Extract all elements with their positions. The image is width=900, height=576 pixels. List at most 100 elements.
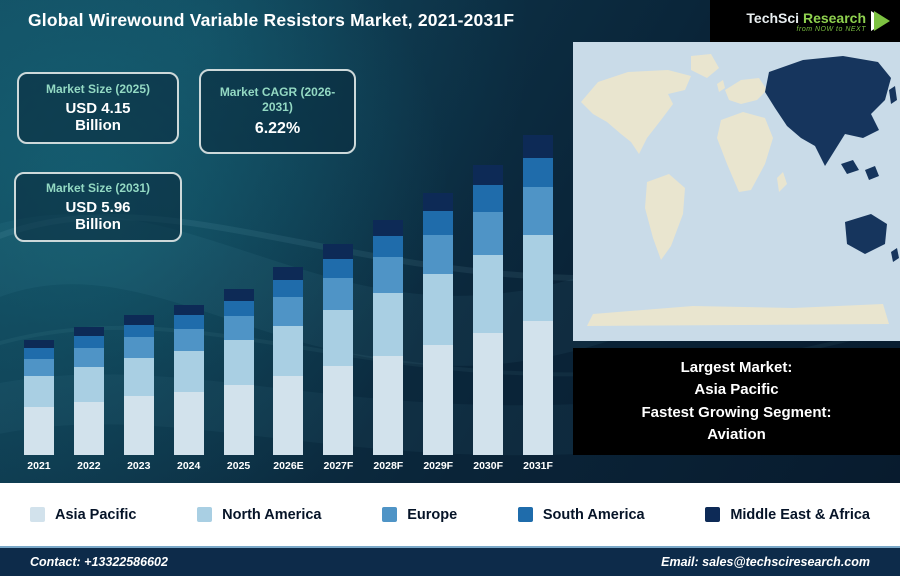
stat-box-market-size-2031: Market Size (2031) USD 5.96 Billion [14, 172, 182, 242]
info-line-largest-market-value: Asia Pacific [694, 381, 779, 398]
bar-segment-middle-east-africa [373, 219, 404, 236]
legend-swatch-icon [382, 507, 398, 522]
bar-segment-middle-east-africa [173, 304, 204, 316]
bar-segment-south-america [523, 157, 554, 187]
world-map-image [573, 42, 900, 341]
bar-segment-europe [323, 278, 354, 310]
bar-2029F [423, 193, 454, 455]
bar-segment-europe [423, 234, 454, 275]
legend-swatch-icon [197, 507, 213, 522]
bar-segment-asia-pacific [173, 391, 204, 455]
logo-text: TechSci Research from NOW to NEXT [746, 10, 866, 33]
bar-segment-asia-pacific [223, 385, 254, 455]
bar-segment-europe [73, 347, 104, 368]
x-axis-label: 2022 [77, 460, 101, 472]
bar-segment-north-america [423, 274, 454, 345]
chart-legend: Asia Pacific North America Europe South Ame… [0, 483, 900, 546]
bar-2031F [523, 135, 554, 455]
bar-segment-asia-pacific [273, 376, 304, 455]
x-axis-label: 2027F [323, 460, 354, 472]
stat-label: Market Size (2031) [45, 181, 151, 195]
x-axis-label: 2024 [176, 460, 201, 472]
x-axis-label: 2031F [523, 460, 553, 472]
bar-segment-north-america [123, 358, 154, 397]
logo-brand: TechSci Research [746, 10, 866, 26]
bar-segment-north-america [523, 234, 554, 321]
footer: Contact: +13322586602 Email: sales@techs… [0, 546, 900, 576]
legend-label: Europe [407, 506, 458, 523]
x-axis-label: 2029F [423, 460, 454, 472]
bar-segment-north-america [273, 325, 304, 377]
legend-item-asia-pacific: Asia Pacific [30, 507, 136, 523]
legend-item-north-america: North America [197, 507, 322, 523]
bar-segment-middle-east-africa [423, 193, 454, 212]
bar-segment-asia-pacific [473, 333, 504, 455]
logo-brand-secondary: Research [802, 9, 866, 26]
bar-segment-middle-east-africa [523, 135, 554, 158]
legend-swatch-icon [30, 507, 45, 522]
bar-segment-south-america [473, 185, 504, 212]
legend-item-south-america: South America [517, 507, 645, 523]
stat-unit: Billion [75, 117, 121, 134]
x-axis-label: 2023 [127, 460, 151, 472]
bar-segment-north-america [373, 292, 404, 356]
bar-segment-south-america [223, 300, 254, 316]
info-line-fastest-segment-value: Aviation [707, 426, 766, 443]
bar-segment-north-america [473, 255, 504, 334]
stat-box-market-cagr: Market CAGR (2026-2031) 6.22% [199, 69, 356, 154]
page-title: Global Wirewound Variable Resistors Mark… [28, 10, 515, 30]
bar-segment-south-america [23, 348, 54, 359]
bar-segment-europe [473, 211, 504, 256]
footer-email: Email: sales@techsciresearch.com [661, 555, 870, 569]
bar-segment-middle-east-africa [123, 314, 154, 325]
logo-brand-primary: TechSci [746, 9, 800, 26]
stacked-bar-chart [14, 120, 563, 455]
market-info-box: Largest Market: Asia Pacific Fastest Gro… [573, 348, 900, 455]
bar-segment-europe [373, 257, 404, 293]
stat-value: 6.22% [254, 120, 301, 137]
bar-segment-europe [273, 297, 304, 326]
info-line-fastest-segment-label: Fastest Growing Segment: [641, 403, 832, 421]
stat-value: USD 4.15 [65, 100, 131, 117]
info-line-largest-market-label: Largest Market: [680, 358, 793, 376]
bar-segment-south-america [373, 235, 404, 257]
main-panel: Global Wirewound Variable Resistors Mark… [0, 0, 900, 483]
bar-segment-middle-east-africa [323, 244, 354, 260]
bar-segment-europe [173, 328, 204, 352]
bar-segment-south-america [273, 280, 304, 298]
bar-segment-europe [23, 358, 54, 376]
bar-2021 [23, 340, 54, 455]
bar-segment-asia-pacific [73, 401, 104, 455]
bar-segment-europe [223, 315, 254, 341]
bar-segment-middle-east-africa [23, 340, 54, 349]
bar-segment-europe [123, 337, 154, 359]
bar-2022 [73, 327, 104, 455]
bar-segment-middle-east-africa [273, 267, 304, 281]
techsci-logo: TechSci Research from NOW to NEXT [710, 0, 900, 42]
chart-x-axis-labels: 2021 2022 2023 2024 2025 2026E 2027F 2028F 2029F… [14, 460, 563, 472]
bar-segment-north-america [223, 340, 254, 386]
x-axis-label: 2021 [27, 460, 51, 472]
bar-segment-middle-east-africa [473, 165, 504, 186]
bar-segment-middle-east-africa [73, 327, 104, 337]
bar-segment-north-america [173, 351, 204, 392]
bar-segment-asia-pacific [373, 356, 404, 455]
legend-item-middle-east-africa: Middle East & Africa [705, 507, 870, 523]
x-axis-label: 2028F [373, 460, 404, 472]
bar-segment-europe [523, 186, 554, 235]
bar-segment-middle-east-africa [223, 289, 254, 301]
stat-label: Market Size (2025) [45, 82, 151, 96]
stat-value: USD 5.96 [65, 199, 131, 216]
bar-segment-south-america [323, 259, 354, 279]
bar-2025 [223, 289, 254, 455]
legend-label: Asia Pacific [55, 506, 137, 523]
bar-2027F [323, 244, 354, 455]
bar-segment-south-america [173, 315, 204, 329]
bar-segment-north-america [323, 309, 354, 367]
stat-box-market-size-2025: Market Size (2025) USD 4.15 Billion [17, 72, 179, 144]
bar-segment-south-america [73, 336, 104, 348]
bar-segment-asia-pacific [423, 344, 454, 455]
x-axis-label: 2030F [473, 460, 504, 472]
bar-segment-north-america [73, 367, 104, 402]
